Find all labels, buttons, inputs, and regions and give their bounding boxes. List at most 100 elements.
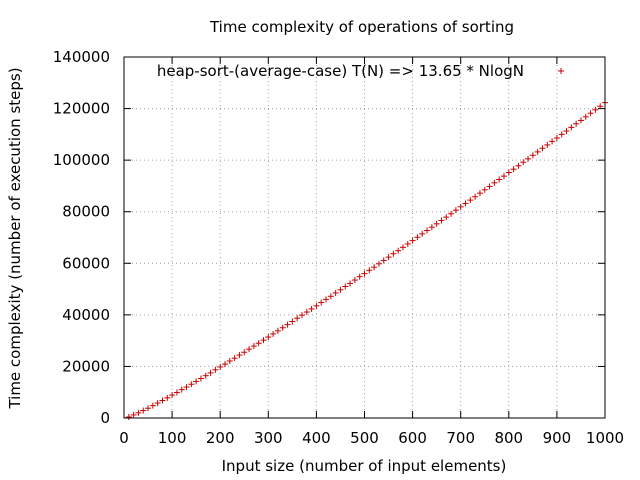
data-point (486, 183, 493, 190)
data-point (534, 148, 541, 155)
data-point (313, 302, 320, 309)
data-points (125, 99, 608, 420)
data-point (173, 389, 180, 396)
x-tick-label: 400 (302, 429, 331, 447)
data-point (438, 217, 445, 224)
data-point (226, 358, 233, 365)
data-point (587, 110, 594, 117)
data-point (404, 240, 411, 247)
x-tick-label: 200 (206, 429, 235, 447)
grid-lines (124, 57, 605, 418)
data-point (130, 411, 137, 418)
y-tick-label: 40000 (62, 306, 110, 324)
y-tick-label: 100000 (53, 151, 110, 169)
data-point (149, 402, 156, 409)
data-point (491, 179, 498, 186)
data-point (597, 103, 604, 110)
data-point (159, 397, 166, 404)
y-tick-label: 0 (100, 409, 110, 427)
data-point (183, 384, 190, 391)
data-point (553, 134, 560, 141)
data-point (390, 250, 397, 257)
data-point (255, 340, 262, 347)
y-tick-label: 60000 (62, 254, 110, 272)
data-point (140, 407, 147, 414)
x-tick-label: 1000 (586, 429, 624, 447)
data-point (303, 309, 310, 316)
data-point (510, 166, 517, 173)
data-point (419, 230, 426, 237)
x-tick-label: 500 (350, 429, 379, 447)
data-point (260, 337, 267, 344)
data-point (361, 270, 368, 277)
data-point (222, 361, 229, 368)
data-point (351, 277, 358, 284)
data-point (145, 405, 152, 412)
data-point (347, 280, 354, 287)
data-point (164, 394, 171, 401)
data-point (274, 327, 281, 334)
data-point (298, 312, 305, 319)
legend-label: heap-sort-(average-case) T(N) => 13.65 *… (157, 62, 524, 80)
data-point (125, 413, 132, 420)
data-point (409, 237, 416, 244)
x-tick-label: 700 (446, 429, 475, 447)
data-point (525, 155, 532, 162)
data-point (154, 400, 161, 407)
x-tick-label: 300 (254, 429, 283, 447)
x-tick-label: 100 (158, 429, 187, 447)
data-point (452, 207, 459, 214)
data-point (380, 257, 387, 264)
data-point (472, 193, 479, 200)
data-point (197, 375, 204, 382)
data-point (265, 334, 272, 341)
data-point (241, 349, 248, 356)
data-point (481, 186, 488, 193)
data-point (308, 305, 315, 312)
data-point (573, 120, 580, 127)
data-point (375, 260, 382, 267)
data-point (289, 318, 296, 325)
data-point (414, 234, 421, 241)
data-point (505, 169, 512, 176)
data-point (457, 203, 464, 210)
x-tick-label: 0 (119, 429, 129, 447)
data-point (549, 138, 556, 145)
data-point (202, 372, 209, 379)
data-point (318, 299, 325, 306)
data-point (332, 289, 339, 296)
y-tick-label: 120000 (53, 100, 110, 118)
data-point (476, 190, 483, 197)
data-point (323, 296, 330, 303)
data-point (443, 214, 450, 221)
data-point (217, 363, 224, 370)
data-point (294, 315, 301, 322)
data-point (356, 273, 363, 280)
y-tick-label: 140000 (53, 48, 110, 66)
data-point (178, 386, 185, 393)
x-axis-label: Input size (number of input elements) (222, 457, 507, 475)
data-point (395, 247, 402, 254)
legend: heap-sort-(average-case) T(N) => 13.65 *… (157, 62, 564, 80)
data-point (371, 264, 378, 271)
y-tick-label: 80000 (62, 203, 110, 221)
data-point (577, 117, 584, 124)
data-point (428, 224, 435, 231)
data-point (399, 244, 406, 251)
data-point (544, 141, 551, 148)
data-point (246, 346, 253, 353)
data-point (279, 324, 286, 331)
y-tick-label: 20000 (62, 357, 110, 375)
data-point (366, 267, 373, 274)
data-point (385, 254, 392, 261)
data-point (337, 286, 344, 293)
data-point (327, 293, 334, 300)
x-tick-label: 900 (543, 429, 572, 447)
data-point (270, 330, 277, 337)
data-point (250, 343, 257, 350)
data-point (448, 210, 455, 217)
data-point (467, 197, 474, 204)
x-tick-label: 800 (494, 429, 523, 447)
